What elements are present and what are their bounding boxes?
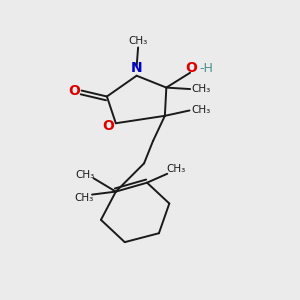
Text: CH₃: CH₃ [128, 36, 148, 46]
Text: O: O [186, 61, 197, 75]
Text: -H: -H [199, 62, 213, 75]
Text: O: O [103, 119, 114, 133]
Text: CH₃: CH₃ [167, 164, 186, 174]
Text: N: N [131, 61, 142, 75]
Text: CH₃: CH₃ [192, 106, 211, 116]
Text: CH₃: CH₃ [192, 84, 211, 94]
Text: CH₃: CH₃ [74, 193, 93, 202]
Text: O: O [68, 84, 80, 98]
Text: CH₃: CH₃ [76, 170, 95, 180]
